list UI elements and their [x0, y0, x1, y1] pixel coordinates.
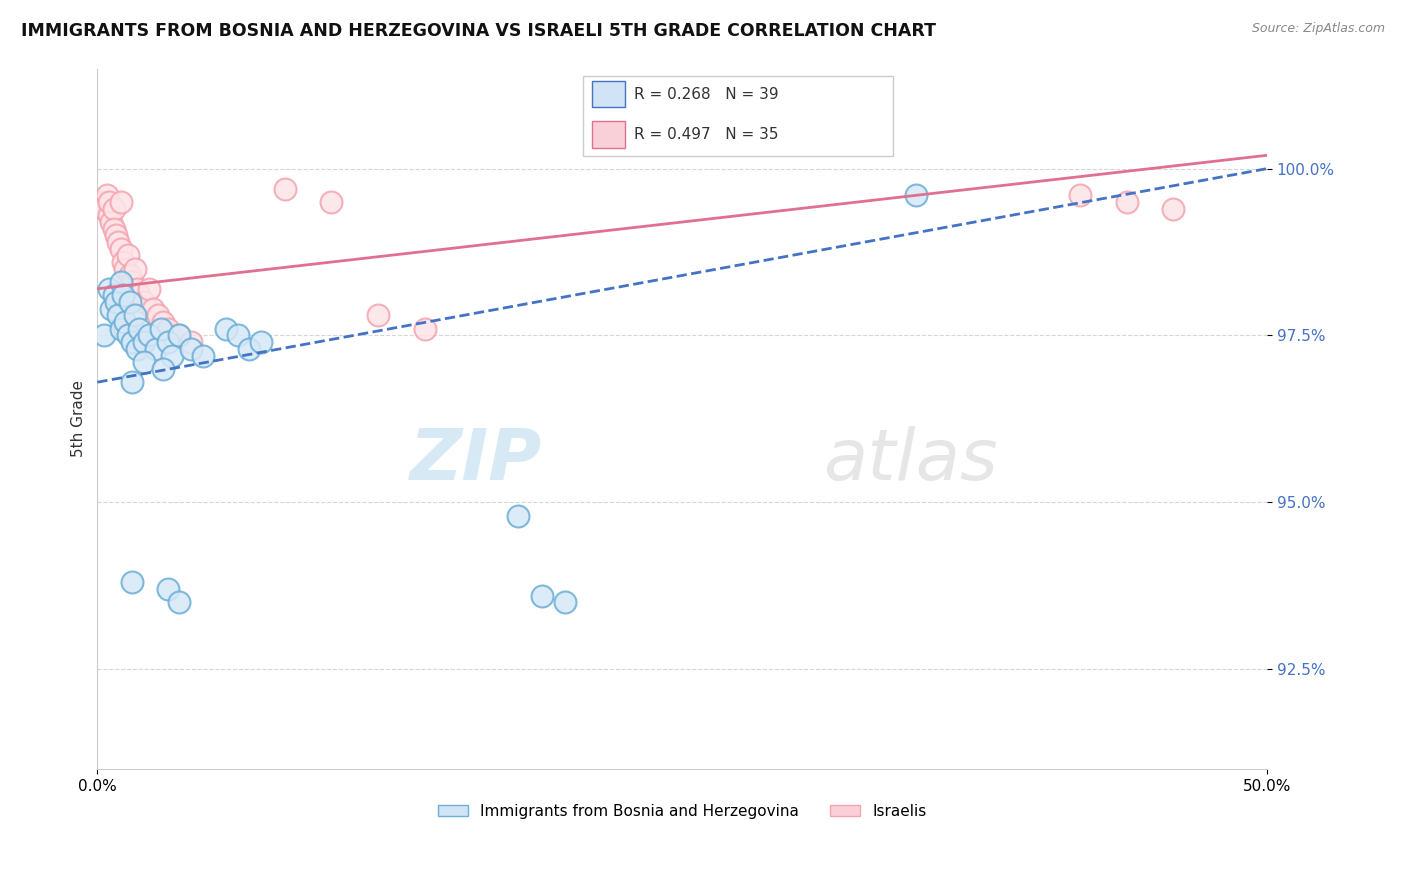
Point [167, 595, 190, 609]
Point [149, 322, 172, 336]
Point [100, 215, 122, 229]
Point [103, 202, 125, 216]
FancyBboxPatch shape [582, 76, 893, 156]
Point [167, 328, 190, 343]
Point [112, 288, 135, 302]
Legend: Immigrants from Bosnia and Herzegovina, Israelis: Immigrants from Bosnia and Herzegovina, … [432, 797, 934, 825]
Bar [592, 81, 624, 107]
Point [273, 181, 295, 195]
Point [98, 208, 121, 222]
Point [124, 261, 146, 276]
Point [100, 301, 122, 316]
Point [413, 322, 436, 336]
Point [1115, 194, 1137, 209]
Text: atlas: atlas [823, 426, 997, 495]
Point [93, 328, 115, 343]
Point [554, 595, 576, 609]
Text: Source: ZipAtlas.com: Source: ZipAtlas.com [1251, 22, 1385, 36]
Point [508, 508, 530, 523]
Point [138, 328, 160, 343]
Point [107, 309, 129, 323]
Text: ZIP: ZIP [409, 426, 541, 495]
Point [110, 194, 132, 209]
Point [226, 328, 249, 343]
Text: IMMIGRANTS FROM BOSNIA AND HERZEGOVINA VS ISRAELI 5TH GRADE CORRELATION CHART: IMMIGRANTS FROM BOSNIA AND HERZEGOVINA V… [21, 22, 936, 40]
Point [114, 315, 136, 329]
Point [110, 275, 132, 289]
Point [107, 235, 129, 249]
Text: R = 0.268   N = 39: R = 0.268 N = 39 [634, 87, 779, 102]
Point [167, 328, 190, 343]
Point [905, 188, 928, 202]
Point [1163, 202, 1185, 216]
Point [134, 355, 156, 369]
Point [156, 582, 179, 596]
Point [145, 342, 167, 356]
Point [112, 255, 135, 269]
Point [117, 328, 139, 343]
Point [191, 349, 214, 363]
Point [138, 282, 160, 296]
Point [134, 335, 156, 350]
Point [91, 194, 114, 209]
Point [321, 194, 343, 209]
Point [127, 342, 149, 356]
Point [121, 375, 143, 389]
Point [152, 315, 174, 329]
Bar [592, 121, 624, 148]
Y-axis label: 5th Grade: 5th Grade [72, 380, 86, 458]
Point [110, 322, 132, 336]
Point [160, 349, 183, 363]
Point [250, 335, 273, 350]
Point [105, 295, 128, 310]
Point [134, 295, 156, 310]
Point [93, 202, 115, 216]
Point [152, 362, 174, 376]
Point [128, 322, 150, 336]
Point [121, 575, 143, 590]
Point [120, 295, 142, 310]
Point [121, 335, 143, 350]
Point [127, 282, 149, 296]
Point [121, 275, 143, 289]
Point [367, 309, 389, 323]
Point [120, 268, 142, 283]
Point [146, 309, 169, 323]
Point [156, 335, 179, 350]
Text: R = 0.497   N = 35: R = 0.497 N = 35 [634, 127, 779, 142]
Point [114, 261, 136, 276]
Point [180, 335, 202, 350]
Point [124, 309, 146, 323]
Point [156, 322, 179, 336]
Point [103, 288, 125, 302]
Point [105, 228, 128, 243]
Point [96, 188, 118, 202]
Point [142, 301, 165, 316]
Point [1069, 188, 1091, 202]
Point [98, 282, 121, 296]
Point [128, 288, 150, 302]
Point [103, 221, 125, 235]
Point [110, 242, 132, 256]
Point [98, 194, 121, 209]
Point [530, 589, 553, 603]
Point [215, 322, 238, 336]
Point [117, 248, 139, 262]
Point [180, 342, 202, 356]
Point [238, 342, 260, 356]
